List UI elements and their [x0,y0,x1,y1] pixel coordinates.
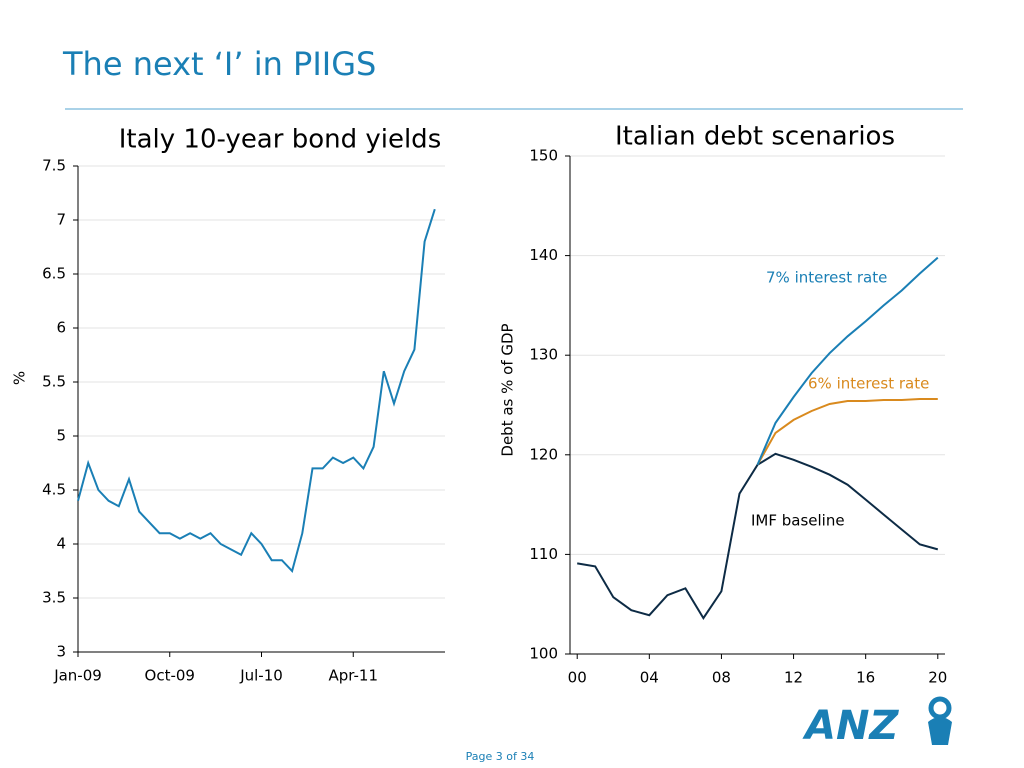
series-label: 6% interest rate [808,375,929,393]
chart-title: Italian debt scenarios [615,122,895,152]
x-tick-label: 00 [568,669,587,687]
y-tick-label: 4 [56,535,66,553]
series-label: 7% interest rate [766,269,887,287]
x-tick-label: 16 [856,669,875,687]
y-tick-label: 5.5 [42,373,66,391]
y-tick-label: 150 [529,147,558,165]
y-tick-label: 3.5 [42,589,66,607]
y-tick-label: 120 [529,445,558,463]
x-tick-label: 12 [784,669,803,687]
y-tick-label: 100 [529,645,558,663]
logo-mark [928,717,952,745]
y-tick-label: 6.5 [42,265,66,283]
logo-mark [928,696,952,720]
x-tick-label: 04 [640,669,659,687]
y-axis-label: % [11,371,29,385]
logo: ANZ [802,703,899,749]
x-tick-label: Oct-09 [145,667,195,685]
data-line [756,256,939,466]
y-tick-label: 7 [56,211,66,229]
y-tick-label: 5 [56,427,66,445]
data-line [756,398,938,466]
y-tick-label: 110 [529,545,558,563]
x-tick-label: 20 [928,669,947,687]
series-label: IMF baseline [751,512,845,530]
y-tick-label: 140 [529,246,558,264]
y-tick-label: 6 [56,319,66,337]
data-line [577,452,939,620]
slide-title: The next ‘I’ in PIIGS [62,45,376,83]
x-tick-label: Apr-11 [329,667,379,685]
y-tick-label: 130 [529,346,558,364]
y-axis-label: Debt as % of GDP [499,323,517,456]
data-line [77,208,436,573]
x-tick-label: 08 [712,669,731,687]
footer: Page 3 of 34 [466,750,535,763]
y-tick-label: 7.5 [42,157,66,175]
x-tick-label: Jan-09 [53,667,102,685]
chart-title: Italy 10-year bond yields [119,125,442,155]
y-tick-label: 4.5 [42,481,66,499]
x-tick-label: Jul-10 [239,667,283,685]
y-tick-label: 3 [56,643,66,661]
